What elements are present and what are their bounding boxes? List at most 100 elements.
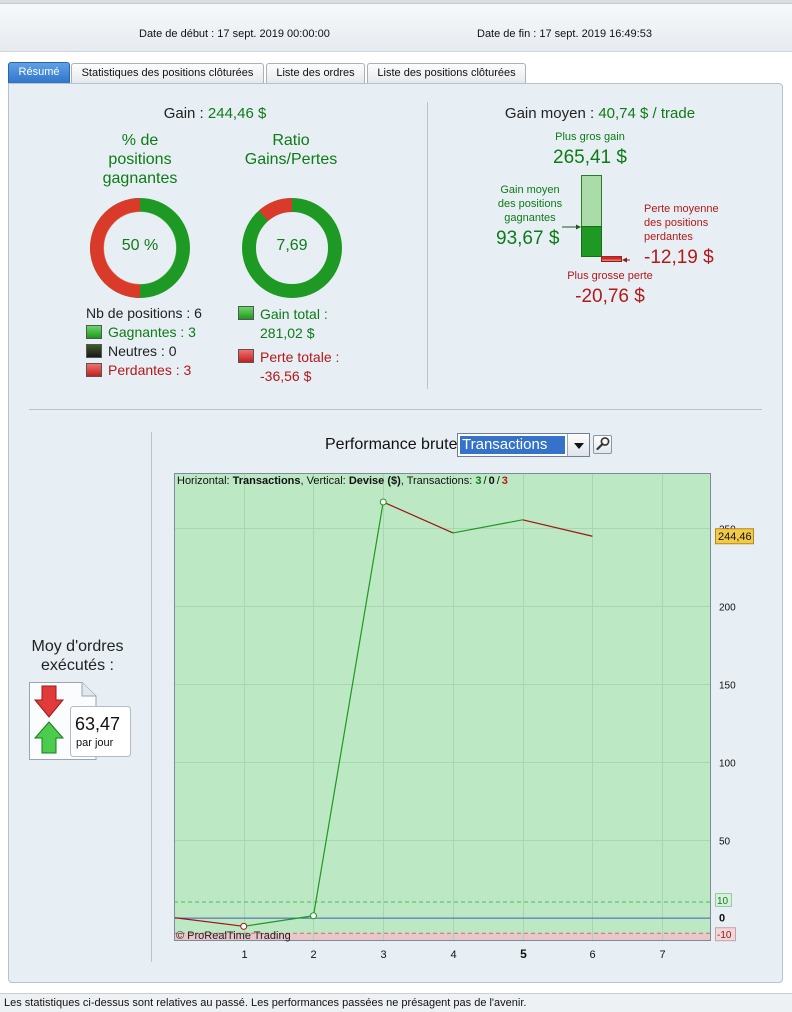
start-date: Date de début : 17 sept. 2019 00:00:00 [139,28,330,40]
orders-label-line2: exécutés : [41,657,114,674]
gain-summary: Gain : 244,46 $ [120,105,310,122]
chevron-down-icon[interactable] [567,434,589,456]
equity-curve [173,498,593,930]
equity-segment [312,501,384,916]
wrench-icon [596,437,610,451]
x-tick-label: 1 [241,949,247,961]
band-upper-tag [715,893,732,907]
y-tick-label: 200 [719,603,736,614]
document-fold [81,682,96,697]
x-tick-label: 7 [659,949,665,961]
best-gain-value: 265,41 $ [553,147,627,168]
chart-copyright: © ProRealTime Trading [176,930,291,942]
chart-plot-background [174,473,711,941]
avg-win-value: 93,67 $ [496,228,560,249]
neutral-count: Neutres : 0 [108,343,177,359]
avg-win-pointer-head [576,224,581,230]
chart-plot-border [174,473,711,941]
y-tick-label: 100 [719,759,736,770]
orders-label: Moy d'ordres exécutés : [20,637,135,675]
total-gain-value: 281,02 $ [260,325,315,341]
total-loss-value: -36,56 $ [260,368,312,384]
ratio-title: Ratio Gains/Pertes [231,131,351,169]
band-lower-tag [715,927,736,942]
performance-axis-select-value: Transactions [460,436,565,454]
tab-closed-positions-list[interactable]: Liste des positions clôturées [367,63,526,84]
sell-arrow-icon [33,685,65,718]
win-percent-donut-highlight [103,211,177,285]
x-tick-label: 4 [450,949,456,961]
end-date-value: 17 sept. 2019 16:49:53 [539,28,652,40]
gain-loss-bar-graphic [562,175,630,263]
tab-order-list[interactable]: Liste des ordres [266,63,365,84]
tab-closed-positions-stats[interactable]: Statistiques des positions clôturées [71,63,264,84]
neutral-legend-icon [86,344,102,358]
performance-title: Performance brute [325,436,458,453]
x-tick-label: 3 [380,949,386,961]
ratio-donut [242,198,342,298]
avg-win-label-line3: gagnantes [504,212,556,224]
y-tick-label: 150 [719,681,736,692]
equity-segment [243,915,314,927]
date-header: Date de début : 17 sept. 2019 00:00:00 D… [0,4,792,52]
info-separator-1: / [484,475,488,487]
end-date: Date de fin : 17 sept. 2019 16:49:53 [477,28,652,40]
worst-loss-label: Plus grosse perte [567,270,653,282]
winning-count: Gagnantes : 3 [108,324,196,340]
disclaimer-footer: Les statistiques ci-dessus sont relative… [0,993,792,1012]
info-transactions-label: , Transactions: [401,475,473,487]
gain-value: 244,46 $ [207,105,267,122]
section-divider [427,102,428,389]
equity-point [309,912,317,920]
avg-loss-label: Perte moyenne des positions perdantes [644,202,719,244]
performance-chart: Horizontal: Transactions, Vertical: Devi… [173,473,754,961]
info-separator-2: / [497,475,501,487]
info-vertical-label: , Vertical: [301,475,346,487]
info-vertical-value: Devise ($) [349,475,401,487]
avg-gain-value: 40,74 $ / trade [598,105,696,122]
performance-axis-select[interactable]: Transactions [457,433,590,457]
last-value-label: 244,46 [718,531,752,543]
worst-loss-value: -20,76 $ [575,286,645,307]
equity-segment [452,519,523,534]
total-loss-label: Perte totale : [260,349,340,365]
win-percent-title-line3: gagnantes [102,170,178,187]
info-horizontal-value: Transactions [233,475,301,487]
avg-loss-pointer-head [622,257,627,263]
win-percent-title-line1: % de [121,132,159,149]
total-gain-label: Gain total : [260,306,328,322]
tab-resume[interactable]: Résumé [8,62,70,84]
info-horizontal-label: Horizontal: [177,475,230,487]
losing-legend-icon [86,363,102,377]
total-loss-legend-icon [238,349,254,363]
avg-gain-label: Gain moyen : [504,105,595,122]
info-transactions-neutral: 0 [489,475,495,487]
win-percent-value: 50 % [121,237,159,254]
start-date-value: 17 sept. 2019 00:00:00 [217,28,330,40]
x-tick-label: 6 [589,949,595,961]
avg-loss-value: -12,19 $ [644,247,714,268]
chart-settings-button[interactable] [593,435,612,454]
chart-negative-zone [174,933,711,941]
left-column-divider [151,432,152,962]
total-loss: Perte totale : -36,56 $ [260,348,339,386]
avg-loss-label-line3: perdantes [644,231,693,243]
winning-legend-icon [86,325,102,339]
band-lower-label: -10 [717,930,732,941]
win-percent-donut [90,198,190,298]
orders-value: 63,47 [75,714,121,734]
section-divider-horizontal [29,409,762,410]
window-top-strip [0,0,792,4]
y-tick-label: 50 [719,837,731,848]
nb-positions: Nb de positions : 6 [86,305,202,321]
ratio-title-line1: Ratio [272,132,310,149]
win-percent-title: % de positions gagnantes [80,131,200,188]
avg-loss-label-line1: Perte moyenne [644,203,719,215]
end-date-label: Date de fin : [477,28,537,40]
info-transactions-loss: 3 [502,475,508,487]
x-tick-label: 5 [520,947,527,961]
losing-count: Perdantes : 3 [108,362,192,378]
equity-segment [173,917,244,927]
orders-value-box [70,706,131,757]
